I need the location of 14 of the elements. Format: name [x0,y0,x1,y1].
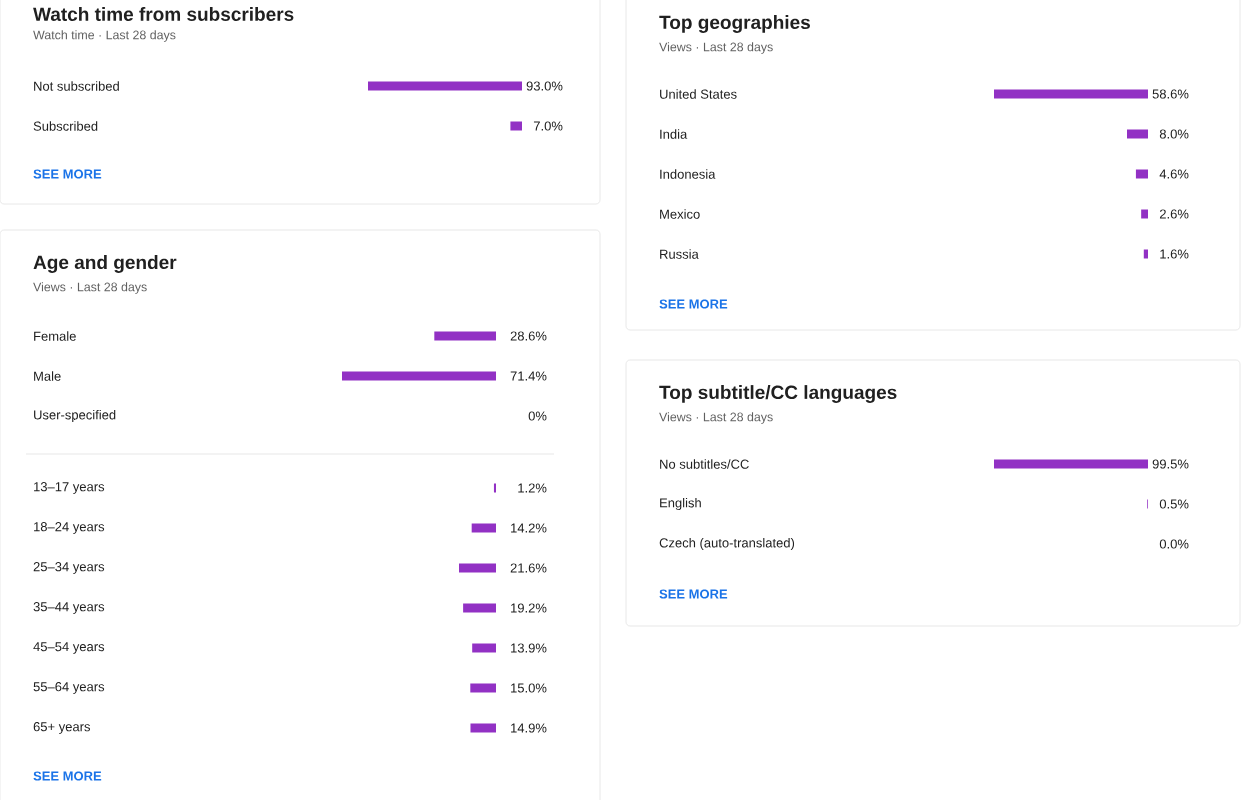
text: Top geographies [659,15,810,33]
bar [994,89,1148,99]
text: Age and gender [33,255,177,273]
bar [471,523,496,533]
text: Watch time from subscribers [33,7,294,21]
bar [470,683,496,693]
text: Top subtitle/CC languages [659,385,897,403]
bar [1141,209,1148,219]
bar [472,643,496,653]
bar [459,563,496,573]
bar [470,723,496,733]
bar [463,603,496,613]
bar [1135,169,1148,179]
bar [1126,129,1148,139]
